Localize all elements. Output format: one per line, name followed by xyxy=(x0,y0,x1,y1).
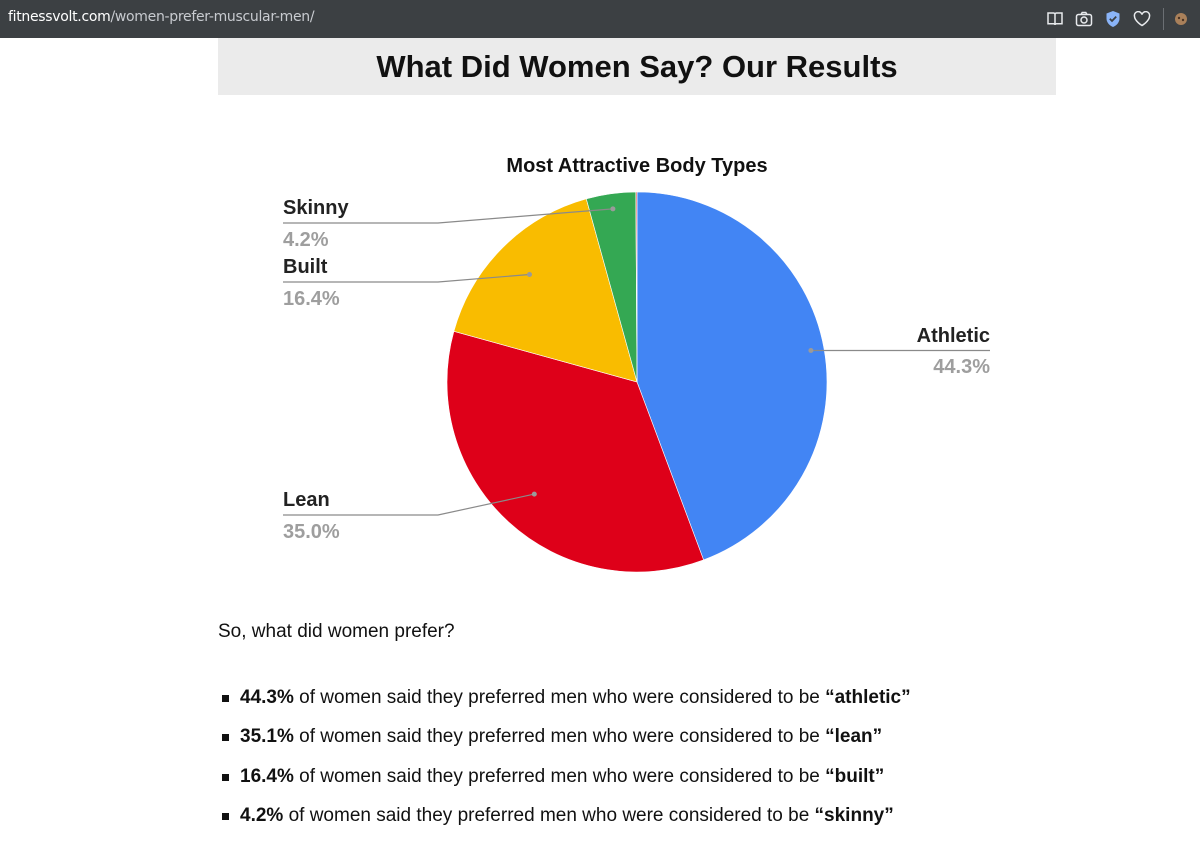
results-heading-box: What Did Women Say? Our Results xyxy=(218,38,1056,95)
bullet-icon xyxy=(222,773,229,781)
slice-label-skinny: Skinny xyxy=(283,197,349,219)
result-percent: 4.2% xyxy=(240,804,284,826)
pie-slice-lean xyxy=(446,330,704,573)
slice-percent-built: 16.4% xyxy=(283,288,340,310)
chart-title: Most Attractive Body Types xyxy=(506,155,767,177)
leader-dot xyxy=(531,491,537,497)
result-term: “athletic” xyxy=(825,687,911,708)
results-list: 44.3% of women said they preferred men w… xyxy=(222,685,911,842)
bullet-icon xyxy=(222,695,229,702)
result-term: “skinny” xyxy=(814,804,894,826)
result-text: of women said they preferred men who wer… xyxy=(293,726,826,748)
bullet-icon xyxy=(222,812,229,820)
leader-line xyxy=(283,493,535,516)
leader-dot xyxy=(610,206,616,212)
bullet-icon xyxy=(222,734,229,742)
pie-slice-athletic xyxy=(636,191,828,561)
leader-dot xyxy=(808,348,814,353)
result-text: of women said they preferred men who wer… xyxy=(283,804,815,826)
result-text: of women said they preferred men who wer… xyxy=(293,765,826,787)
url-host: fitnessvolt.com xyxy=(8,9,111,25)
heart-icon[interactable] xyxy=(1133,10,1151,28)
result-percent: 35.1% xyxy=(240,726,294,748)
screenshot-icon[interactable] xyxy=(1075,10,1093,28)
pie-slice-other xyxy=(635,191,638,383)
list-item: 44.3% of women said they preferred men w… xyxy=(222,685,911,724)
toolbar-icons xyxy=(1035,0,1200,38)
slice-label-built: Built xyxy=(283,256,328,278)
question-text: So, what did women prefer? xyxy=(218,621,455,642)
slice-percent-athletic: 44.3% xyxy=(933,356,990,378)
result-percent: 44.3% xyxy=(240,687,294,708)
url-path: /women-prefer-muscular-men/ xyxy=(110,9,315,25)
pie-slice-built xyxy=(453,198,638,383)
shield-check-icon[interactable] xyxy=(1104,10,1122,28)
slice-percent-lean: 35.0% xyxy=(283,521,340,543)
address-bar[interactable]: fitnessvolt.com/women-prefer-muscular-me… xyxy=(8,9,315,25)
list-item: 4.2% of women said they preferred men wh… xyxy=(222,803,911,842)
reader-mode-icon[interactable] xyxy=(1046,10,1064,28)
slice-label-lean: Lean xyxy=(283,489,330,511)
leader-line xyxy=(283,208,613,224)
list-item: 16.4% of women said they preferred men w… xyxy=(222,764,911,803)
results-heading: What Did Women Say? Our Results xyxy=(376,49,898,84)
result-text: of women said they preferred men who wer… xyxy=(293,687,826,708)
slice-label-athletic: Athletic xyxy=(917,325,990,347)
list-item: 35.1% of women said they preferred men w… xyxy=(222,724,911,763)
result-percent: 16.4% xyxy=(240,765,294,787)
browser-toolbar: fitnessvolt.com/women-prefer-muscular-me… xyxy=(0,0,1200,38)
result-term: “lean” xyxy=(825,726,883,748)
slice-percent-skinny: 4.2% xyxy=(283,229,329,251)
pie-slice-skinny xyxy=(585,191,638,383)
leader-line xyxy=(283,273,530,283)
toolbar-separator xyxy=(1163,8,1164,30)
result-term: “built” xyxy=(825,765,885,787)
leader-dot xyxy=(527,272,532,277)
extension-icon[interactable] xyxy=(1172,10,1190,28)
